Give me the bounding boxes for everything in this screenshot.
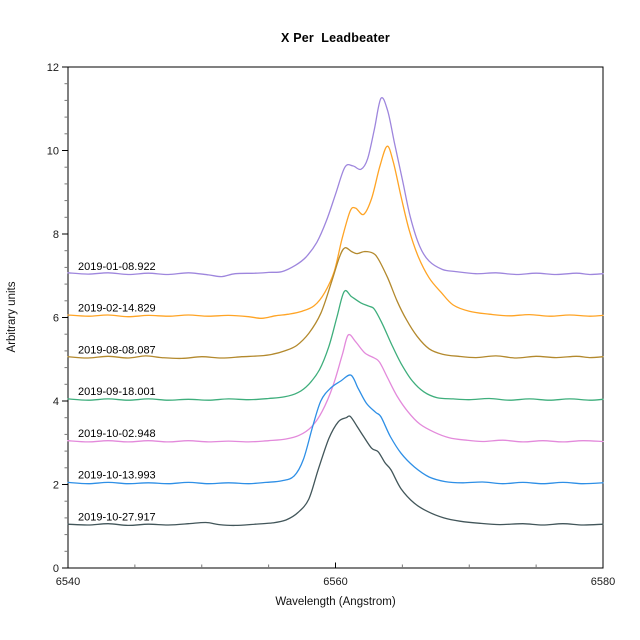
x-tick-label: 6560 (323, 576, 347, 588)
y-tick-label: 6 (53, 313, 59, 325)
spectrum-line (67, 374, 604, 485)
plot-frame (67, 66, 604, 569)
chart-title: X Per Leadbeater (280, 31, 390, 45)
series-date-label: 2019-08-08.087 (78, 344, 156, 356)
spectrum-line (67, 247, 604, 360)
y-tick-label: 2 (53, 480, 59, 492)
series-date-label: 2019-10-27.917 (78, 511, 156, 523)
series-date-label: 2019-02-14.829 (78, 303, 156, 315)
y-tick-label: 12 (47, 62, 59, 74)
y-tick-label: 4 (53, 396, 59, 408)
x-axis-title: Wavelength (Angstrom) (275, 596, 396, 608)
spectrum-line (67, 333, 604, 443)
series-date-label: 2019-10-02.948 (78, 428, 156, 440)
x-tick-label: 6580 (591, 576, 615, 588)
y-tick-label: 8 (53, 229, 59, 241)
series-date-label: 2019-10-13.993 (78, 470, 156, 482)
series-date-label: 2019-01-08.922 (78, 261, 156, 273)
spectrum-line (67, 415, 604, 527)
x-tick-label: 6540 (56, 576, 80, 588)
spectrum-line (67, 96, 604, 278)
series-date-label: 2019-09-18.001 (78, 386, 156, 398)
y-tick-label: 0 (53, 563, 59, 575)
spectrum-line (67, 145, 604, 319)
spectrum-line (67, 289, 604, 401)
y-tick-label: 10 (47, 146, 59, 158)
